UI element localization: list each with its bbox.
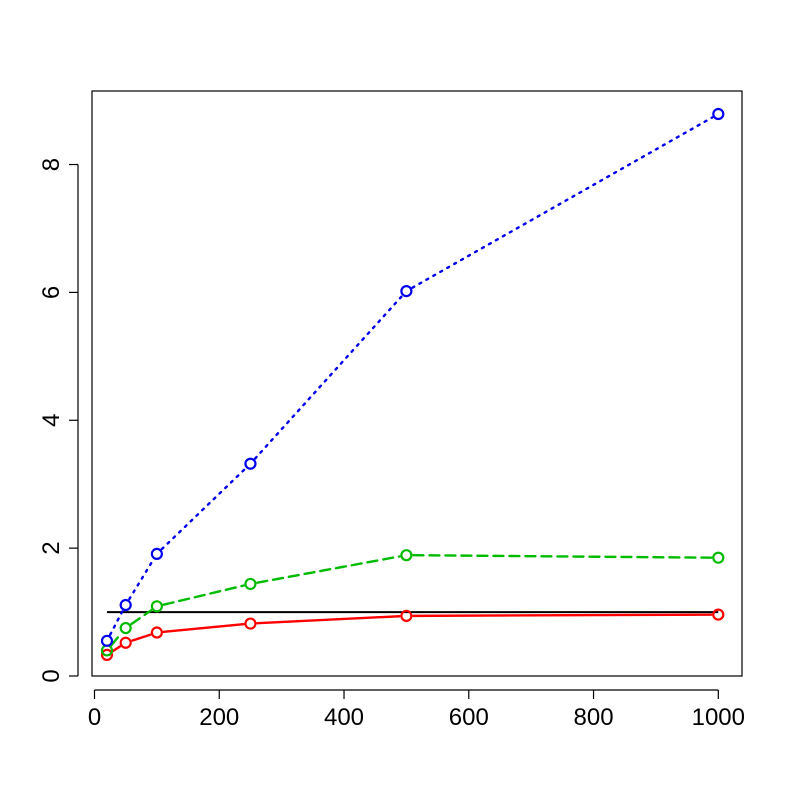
series-2-point [150,600,163,613]
series-1-point [244,617,257,630]
y-axis: 0 2 4 6 8 [38,158,79,683]
x-tick-label: 600 [449,704,489,731]
series-3-point [712,107,725,121]
series-1-segment [131,633,152,642]
series-layer [100,107,725,662]
x-tick-label: 400 [324,704,364,731]
series-1-point [712,608,725,621]
plot-area-border [91,90,743,677]
series-2 [100,549,725,657]
series-1-point [100,648,114,662]
y-tick-label: 8 [38,158,65,171]
series-3-segment [160,467,247,551]
series-2-point [244,577,257,591]
x-tick-label: 800 [574,704,614,731]
series-3-point [244,457,257,470]
series-3-point [119,598,132,612]
series-2-segment [130,609,153,626]
series-1 [100,608,725,662]
series-3-segment [411,116,714,289]
x-tick-label: 0 [88,704,101,731]
x-tick-label: 1000 [692,704,745,731]
series-2-point [119,621,132,635]
series-1-point [150,626,163,639]
series-2-segment [162,584,245,606]
series-3-point [150,547,163,560]
series-1-segment [256,615,401,625]
x-axis: 0 200 400 600 800 1000 [88,689,745,731]
y-tick-label: 6 [38,286,65,299]
series-1-point [119,636,132,649]
series-2-segment [256,555,401,584]
y-tick-label: 2 [38,541,65,554]
series-3-segment [253,295,403,460]
series-1-segment [412,613,713,618]
series-3-point [400,285,413,298]
series-3 [100,107,725,647]
series-2-segment [412,554,713,559]
series-1-point [400,609,413,623]
series-3-segment [128,558,155,601]
series-2-point [400,549,413,562]
series-1-segment [111,645,122,653]
y-tick-label: 0 [38,669,65,682]
series-2-segment [110,632,123,647]
x-tick-label: 200 [199,704,239,731]
y-tick-label: 4 [38,414,65,427]
series-2-point [712,551,725,564]
series-1-segment [162,623,245,634]
series-3-point [100,634,114,647]
